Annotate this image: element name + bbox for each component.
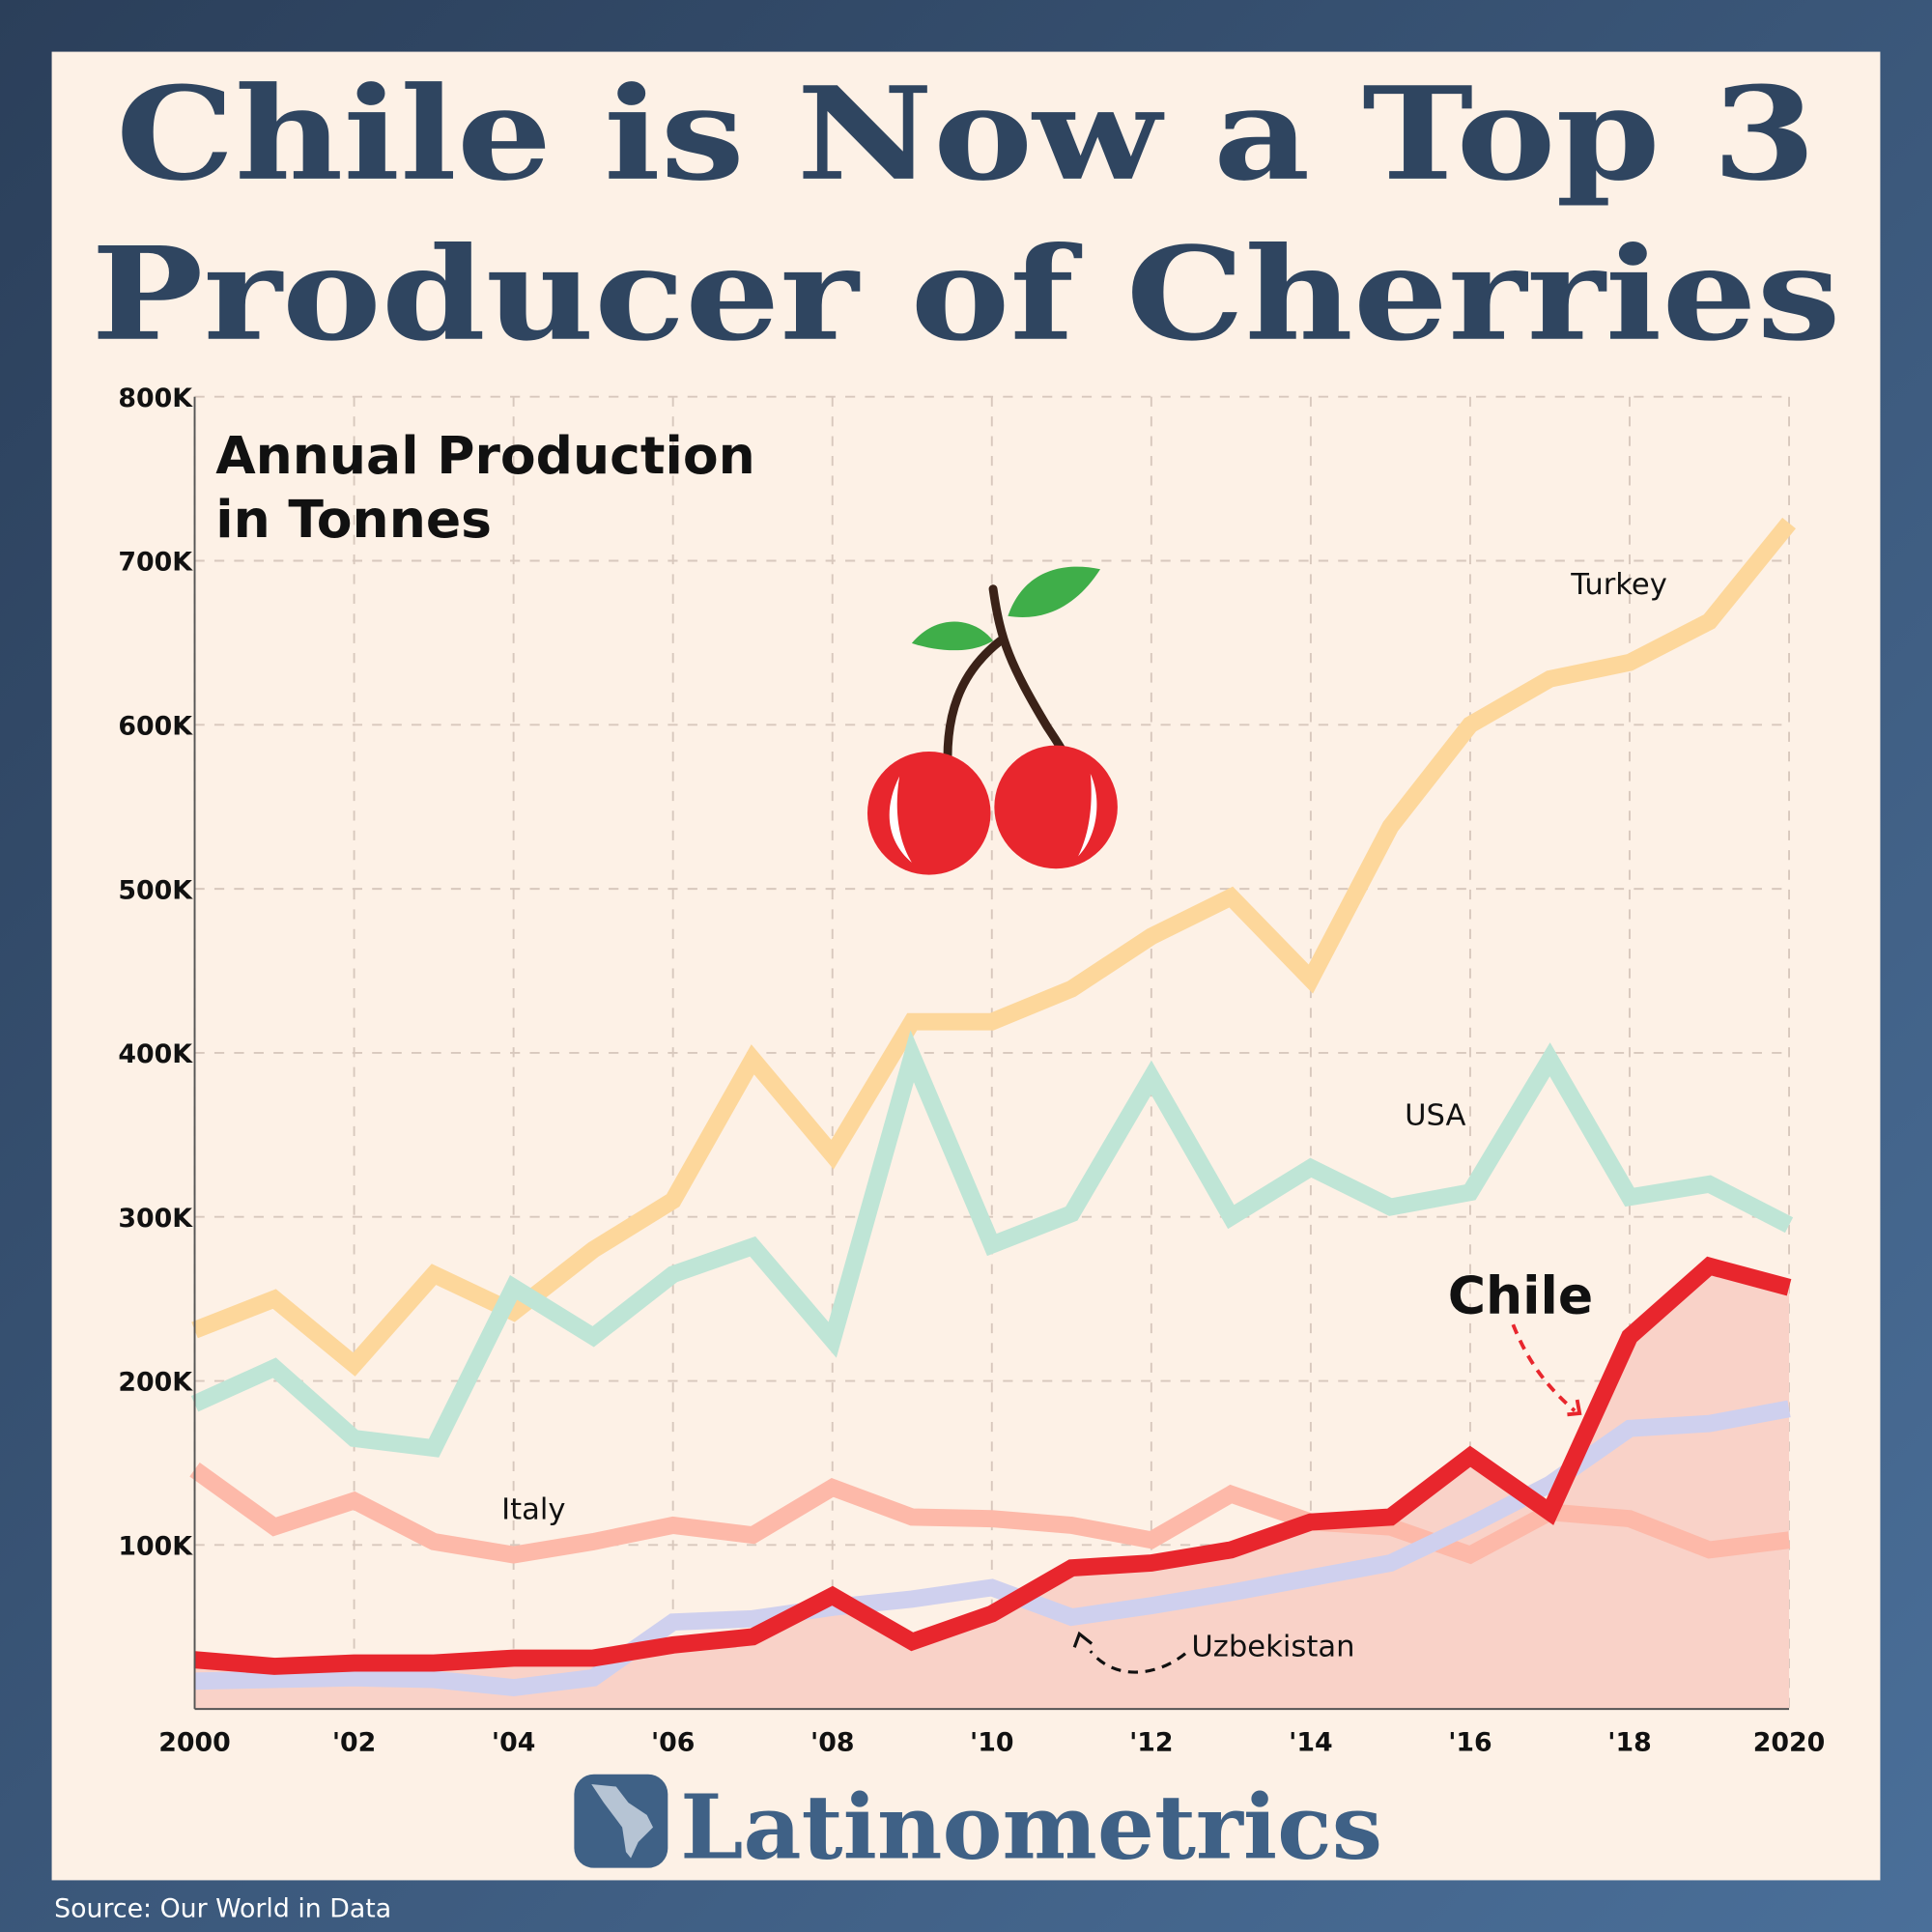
series-label-italy: Italy — [501, 1493, 565, 1527]
y-tick-labels: 100K 200K 300K 400K 500K 600K 700K 800K — [118, 384, 193, 1562]
brand-name: Latinometrics — [680, 1775, 1382, 1879]
x-tick-label: '08 — [810, 1728, 854, 1758]
series-label-usa: USA — [1405, 1099, 1465, 1133]
series-label-turkey: Turkey — [1570, 568, 1667, 602]
x-tick-label: 2000 — [158, 1728, 230, 1758]
y-tick-label: 600K — [118, 712, 193, 742]
y-tick-label: 100K — [118, 1532, 193, 1562]
subtitle-line-2: in Tonnes — [215, 489, 492, 550]
y-tick-label: 200K — [118, 1368, 193, 1398]
x-tick-label: '12 — [1129, 1728, 1173, 1758]
source-note: Source: Our World in Data — [54, 1894, 391, 1924]
cherry-icon — [867, 566, 1118, 875]
x-tick-labels: 2000 '02 '04 '06 '08 '10 '12 '14 '16 '18 2020 — [158, 1728, 1825, 1758]
y-tick-label: 700K — [118, 548, 193, 578]
x-tick-label: '18 — [1607, 1728, 1651, 1758]
latinometrics-logo — [574, 1774, 668, 1868]
x-tick-label: '10 — [970, 1728, 1013, 1758]
uzbekistan-annotation-arrow — [1089, 1650, 1187, 1674]
y-tick-label: 300K — [118, 1204, 193, 1234]
series-label-uzbekistan: Uzbekistan — [1191, 1630, 1354, 1663]
x-tick-label: '06 — [651, 1728, 695, 1758]
chart-area: 100K 200K 300K 400K 500K 600K 700K 800K 2000 '02… — [118, 384, 1825, 1758]
y-tick-label: 800K — [118, 384, 193, 413]
x-tick-label: '04 — [492, 1728, 535, 1758]
uzbekistan-arrowhead — [1072, 1631, 1094, 1648]
x-tick-label: '16 — [1448, 1728, 1492, 1758]
y-tick-label: 400K — [118, 1039, 193, 1069]
chile-area — [194, 1265, 1790, 1710]
y-tick-label: 500K — [118, 875, 193, 905]
x-tick-label: '02 — [332, 1728, 376, 1758]
chile-arrowhead — [1567, 1399, 1582, 1417]
x-tick-label: '14 — [1289, 1728, 1332, 1758]
series-label-chile: Chile — [1448, 1265, 1593, 1326]
title-line-1: Chile is Now a Top 3 — [116, 59, 1816, 210]
chile-annotation-arrow — [1511, 1323, 1577, 1412]
x-tick-label: 2020 — [1753, 1728, 1826, 1758]
title-line-2: Producer of Cherries — [91, 219, 1840, 370]
subtitle-line-1: Annual Production — [215, 425, 755, 486]
